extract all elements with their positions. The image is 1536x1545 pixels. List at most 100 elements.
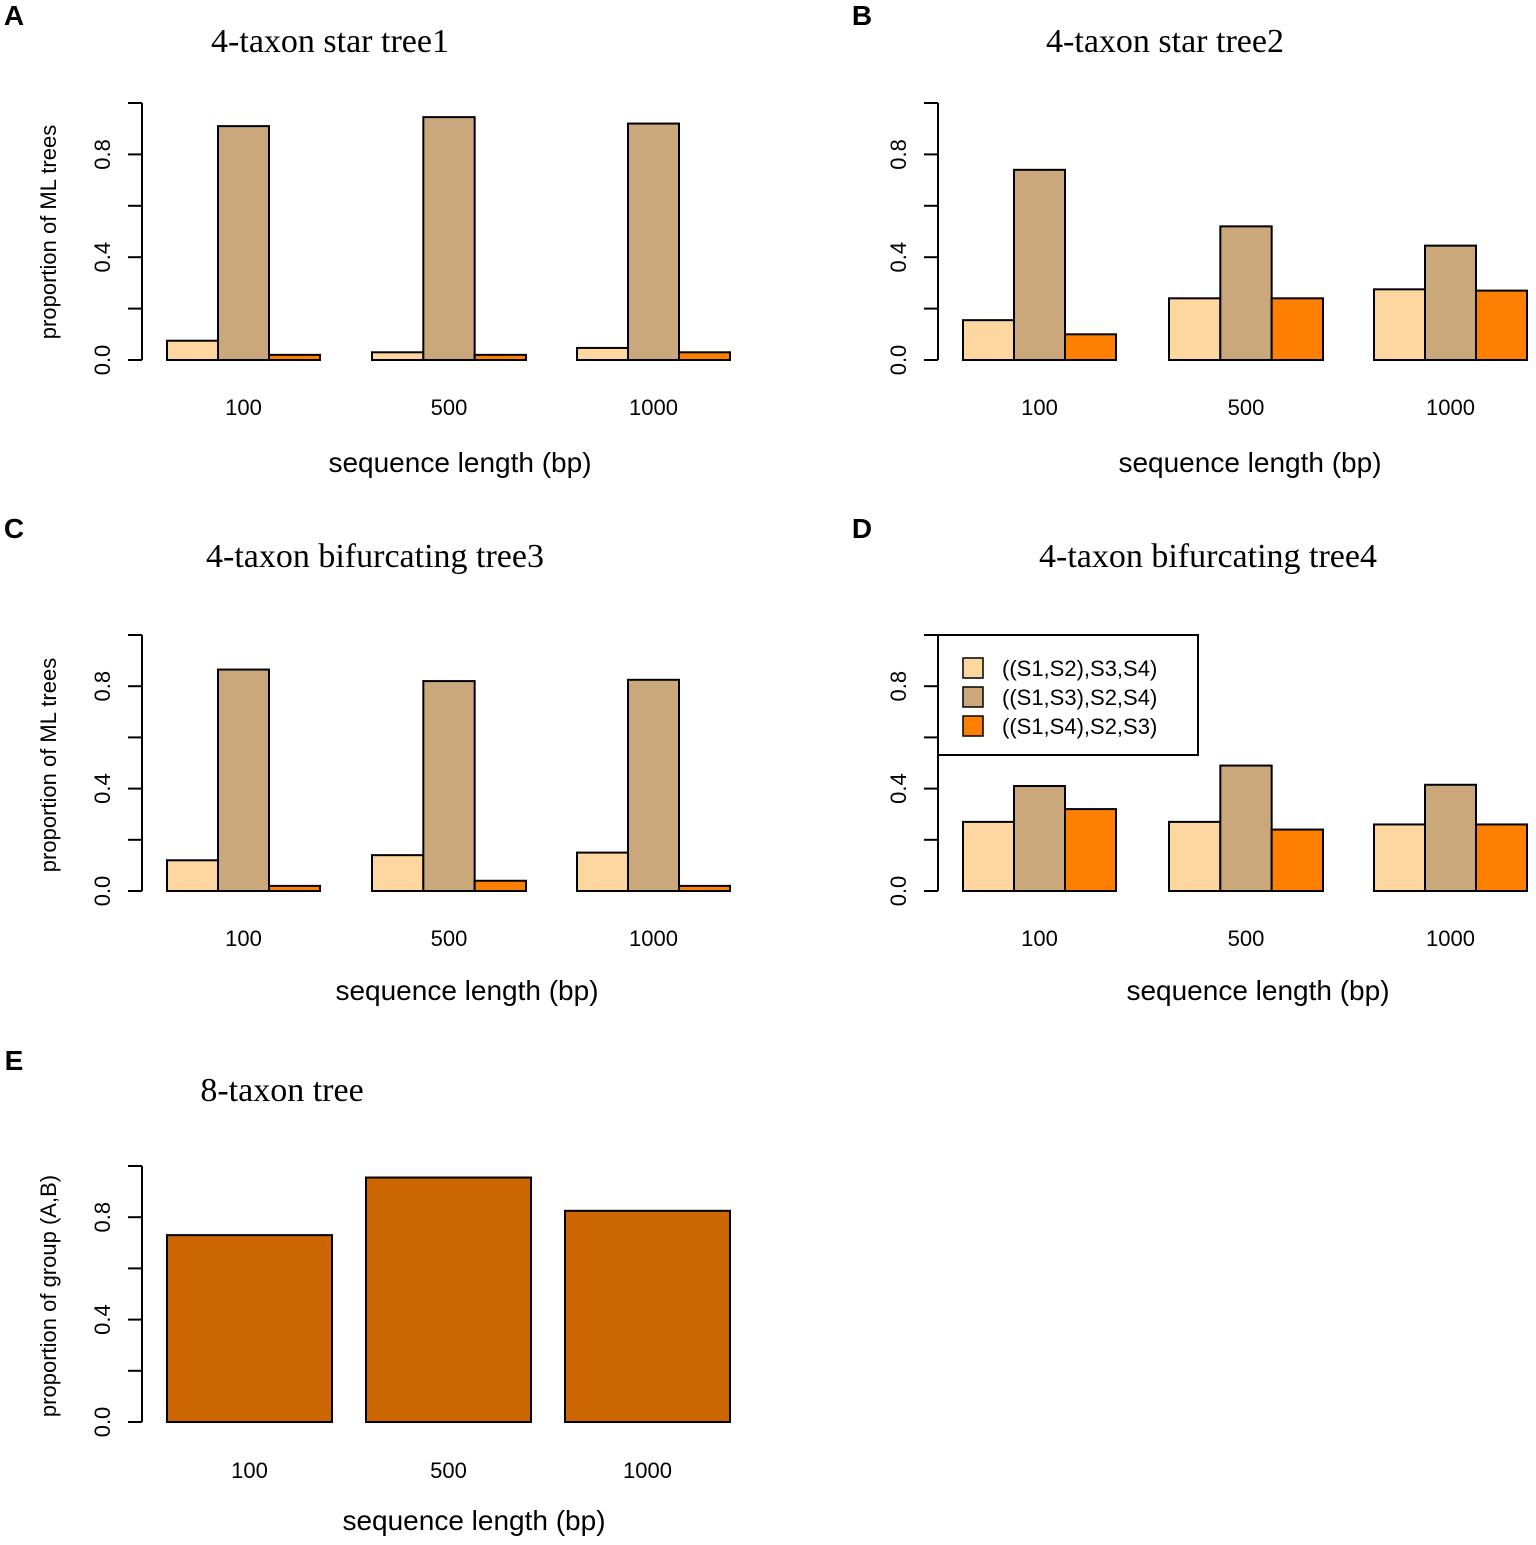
x-tick-label: 100 xyxy=(1021,926,1058,951)
chart-title: 4-taxon bifurcating tree3 xyxy=(206,538,544,575)
bar-100-series-1 xyxy=(962,319,1015,362)
bar-500-series-2 xyxy=(422,116,476,362)
x-tick-label: 500 xyxy=(1228,926,1265,951)
x-tick-label: 500 xyxy=(431,926,468,951)
y-tick-label: 0.4 xyxy=(90,1304,115,1335)
y-tick-label: 0.4 xyxy=(90,773,115,804)
x-axis-label: sequence length (bp) xyxy=(1118,447,1381,478)
x-axis-label: sequence length (bp) xyxy=(335,975,598,1006)
y-tick-label: 0.4 xyxy=(90,242,115,273)
bar-500-series-2 xyxy=(1219,225,1273,361)
x-tick-label: 100 xyxy=(1021,395,1058,420)
bar-100-series-2 xyxy=(1013,785,1066,892)
legend-label: ((S1,S4),S2,S3) xyxy=(1002,714,1157,739)
bar-100-series-1 xyxy=(962,820,1015,893)
y-axis-label: proportion of group (A,B) xyxy=(36,1175,61,1417)
y-tick-label: 0.8 xyxy=(90,671,115,702)
bar-100-series-3 xyxy=(268,353,321,361)
bar-1000-series-2 xyxy=(1424,783,1477,893)
x-axis-label: sequence length (bp) xyxy=(342,1505,605,1536)
legend-swatch xyxy=(962,657,984,679)
y-axis-label: proportion of ML trees xyxy=(36,658,61,872)
panel-letter: D xyxy=(852,513,872,544)
bar-100-series-2 xyxy=(217,668,270,892)
bar-500-series-2 xyxy=(422,680,476,893)
bar-100-series-1 xyxy=(166,1234,333,1423)
bar-100-series-3 xyxy=(1064,808,1117,893)
bar-1000-series-1 xyxy=(576,346,629,361)
x-tick-label: 1000 xyxy=(1426,395,1475,420)
y-tick-label: 0.8 xyxy=(90,1202,115,1233)
bar-1000-series-1 xyxy=(1373,823,1426,892)
panel-letter: C xyxy=(4,513,24,544)
bar-1000-series-2 xyxy=(627,122,680,361)
y-tick-label: 0.0 xyxy=(90,1407,115,1438)
bar-1000-series-3 xyxy=(1475,823,1528,892)
chart-title: 8-taxon tree xyxy=(200,1072,363,1109)
y-tick-label: 0.0 xyxy=(90,876,115,907)
legend-label: ((S1,S3),S2,S4) xyxy=(1002,685,1157,710)
bar-500-series-1 xyxy=(365,1176,532,1424)
y-tick-label: 0.8 xyxy=(90,139,115,170)
chart-title: 4-taxon bifurcating tree4 xyxy=(1039,538,1377,575)
bar-500-series-3 xyxy=(1270,828,1324,892)
x-axis-label: sequence length (bp) xyxy=(1126,975,1389,1006)
bar-100-series-2 xyxy=(1013,168,1066,361)
bar-500-series-3 xyxy=(473,353,527,361)
legend-swatch xyxy=(962,715,984,737)
x-tick-label: 500 xyxy=(1228,395,1265,420)
bar-100-series-2 xyxy=(217,125,270,361)
legend: ((S1,S2),S3,S4) ((S1,S3),S2,S4) ((S1,S4),S… xyxy=(937,634,1199,756)
y-tick-label: 0.0 xyxy=(886,345,911,376)
bar-500-series-3 xyxy=(1270,297,1324,362)
panel-d: D 4-taxon bifurcating tree4 0.0 0.4 0.8 100 50… xyxy=(852,513,1528,1006)
panel-e: E 8-taxon tree 0.0 0.4 0.8 proportion of grou… xyxy=(5,1045,731,1536)
bar-1000-series-1 xyxy=(1373,288,1426,362)
y-tick-label: 0.8 xyxy=(886,671,911,702)
bar-100-series-1 xyxy=(166,859,219,893)
y-tick-label: 0.4 xyxy=(886,242,911,273)
bar-1000-series-3 xyxy=(1475,289,1528,361)
panel-letter: A xyxy=(4,0,24,31)
chart-title: 4-taxon star tree2 xyxy=(1046,23,1284,60)
bar-500-series-1 xyxy=(371,854,425,892)
x-tick-label: 100 xyxy=(231,1458,268,1483)
bar-100-series-3 xyxy=(1064,333,1117,361)
x-tick-label: 100 xyxy=(225,926,262,951)
panel-a: A 4-taxon star tree1 0.0 0.4 0.8 proportion o… xyxy=(4,0,731,478)
bar-100-series-3 xyxy=(268,884,321,893)
bar-1000-series-1 xyxy=(576,851,629,892)
bar-500-series-1 xyxy=(1168,820,1222,893)
x-tick-label: 1000 xyxy=(629,926,678,951)
y-axis-label: proportion of ML trees xyxy=(36,125,61,339)
panel-b: B 4-taxon star tree2 0.0 0.4 0.8 100 500 1000 se… xyxy=(852,0,1528,478)
x-tick-label: 1000 xyxy=(629,395,678,420)
x-axis-label: sequence length (bp) xyxy=(328,447,591,478)
bar-500-series-2 xyxy=(1219,764,1273,892)
bar-500-series-1 xyxy=(1168,297,1222,362)
panel-letter: E xyxy=(5,1045,24,1076)
bar-1000-series-2 xyxy=(627,678,680,892)
bar-1000-series-3 xyxy=(678,351,731,362)
x-tick-label: 1000 xyxy=(623,1458,672,1483)
legend-swatch xyxy=(962,686,984,708)
panel-letter: B xyxy=(852,0,872,31)
y-tick-label: 0.0 xyxy=(90,345,115,376)
bar-1000-series-1 xyxy=(564,1209,731,1424)
panel-c: C 4-taxon bifurcating tree3 0.0 0.4 0.8 propo… xyxy=(4,513,731,1006)
x-tick-label: 1000 xyxy=(1426,926,1475,951)
bar-500-series-3 xyxy=(473,879,527,893)
x-tick-label: 100 xyxy=(225,395,262,420)
x-tick-label: 500 xyxy=(431,395,468,420)
y-tick-label: 0.8 xyxy=(886,139,911,170)
bar-1000-series-2 xyxy=(1424,244,1477,361)
x-tick-label: 500 xyxy=(430,1458,467,1483)
bar-100-series-1 xyxy=(166,339,219,362)
chart-title: 4-taxon star tree1 xyxy=(211,23,449,60)
y-tick-label: 0.0 xyxy=(886,876,911,907)
y-tick-label: 0.4 xyxy=(886,773,911,804)
bar-500-series-1 xyxy=(371,351,425,362)
legend-label: ((S1,S2),S3,S4) xyxy=(1002,656,1157,681)
bar-1000-series-3 xyxy=(678,884,731,893)
